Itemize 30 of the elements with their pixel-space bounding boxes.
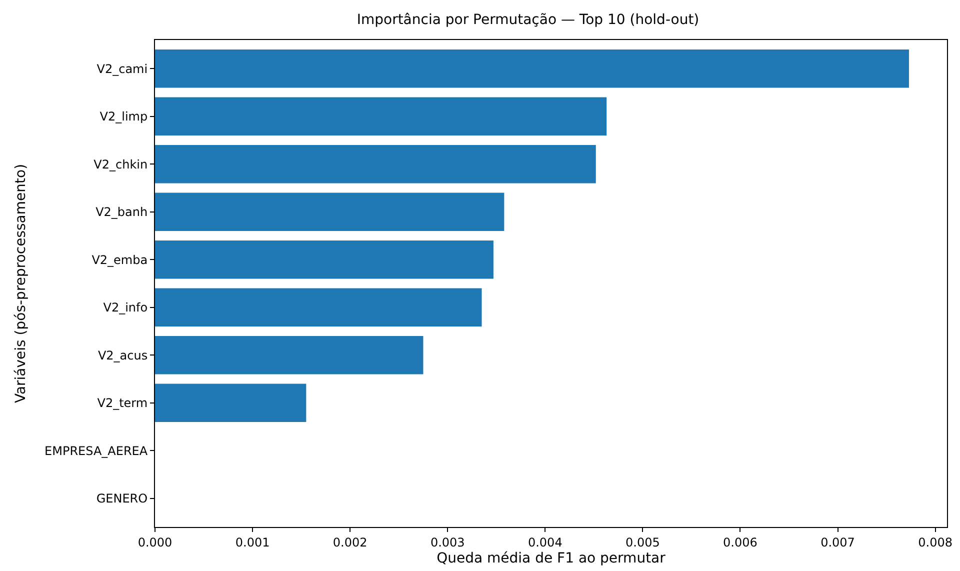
y-tick-label: V2_chkin [94,157,148,172]
bar [155,288,482,326]
y-tick-label: V2_acus [98,348,148,362]
y-tick-label: EMPRESA_AEREA [44,444,148,458]
y-tick-label: V2_emba [92,252,148,267]
y-tick-label: V2_cami [96,62,148,76]
y-tick-label: V2_info [103,300,148,315]
x-tick-label: 0.008 [918,535,952,550]
y-tick-label: V2_limp [100,110,148,124]
x-tick-label: 0.004 [528,535,562,550]
bar [155,97,607,136]
y-tick-label: V2_banh [96,205,148,220]
bar [155,145,596,184]
x-tick-label: 0.005 [626,535,660,550]
bar [155,384,306,422]
x-axis-title: Queda média de F1 ao permutar [436,550,666,567]
x-tick-label: 0.006 [723,535,758,550]
bar [155,240,494,279]
x-tick-label: 0.002 [332,535,368,550]
y-tick-label: V2_term [97,396,148,410]
y-tick-label: GENERO [96,492,148,506]
x-tick-label: 0.001 [235,535,270,550]
chart-title: Importância por Permutação — Top 10 (hold-out) [356,12,700,28]
y-axis-title: Variáveis (pós-preprocessamento) [13,164,30,404]
bar [155,192,504,231]
bar [155,50,909,88]
bar [155,336,424,374]
x-tick-label: 0.000 [138,535,172,550]
x-tick-label: 0.003 [430,535,465,550]
x-tick-label: 0.007 [820,535,855,550]
